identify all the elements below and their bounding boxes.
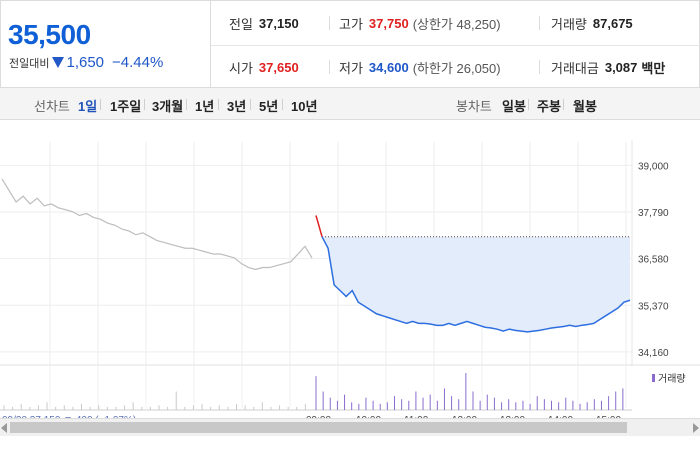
scroll-left-arrow-icon[interactable] — [1, 423, 7, 433]
open-value: 37,650 — [258, 59, 299, 75]
divider — [218, 99, 219, 110]
current-price-box: 35,500 전일대비 1,650 −4.44% — [1, 1, 211, 89]
candle-tab-monthly[interactable]: 월봉 — [573, 99, 597, 114]
period-tab-3y[interactable]: 3년 — [227, 99, 247, 114]
period-tab-10y[interactable]: 10년 — [291, 99, 318, 114]
candle-tab-weekly[interactable]: 주봉 — [537, 99, 561, 114]
chart-period-bar: 선차트 1일 1주일 3개월 1년 3년 5년 10년 봉차트 일봉 주봉 월봉 — [0, 88, 700, 120]
candle-chart-label: 봉차트 — [456, 99, 492, 114]
divider — [539, 60, 540, 74]
divider — [100, 99, 101, 110]
trade-amount-label: 거래대금 — [551, 60, 599, 76]
volume-value: 87,675 — [592, 15, 633, 31]
y-tick-label: 39,000 — [638, 161, 669, 172]
prev-close-value: 37,150 — [258, 15, 299, 31]
divider — [144, 99, 145, 110]
below-prev-close-fill — [322, 236, 630, 332]
open-cell: 시가 37,650 — [229, 45, 299, 89]
high-label: 고가 — [339, 16, 363, 32]
diff-label: 전일대비 — [9, 57, 50, 70]
trade-amount-unit: 백만 — [641, 60, 666, 76]
low-value: 34,600 — [368, 59, 409, 75]
y-tick-label: 35,370 — [638, 301, 669, 312]
scroll-right-arrow-icon[interactable] — [693, 423, 699, 433]
divider — [528, 99, 529, 110]
period-tab-1d[interactable]: 1일 — [78, 99, 98, 114]
lower-limit: (하한가 26,050) — [412, 60, 501, 76]
divider — [563, 99, 564, 110]
candle-tab-daily[interactable]: 일봉 — [502, 99, 526, 114]
open-label: 시가 — [229, 60, 253, 76]
volume-legend-swatch — [652, 374, 655, 382]
period-tab-1y[interactable]: 1년 — [195, 99, 215, 114]
today-price-line — [321, 236, 631, 333]
today-price-line-up-segment — [315, 215, 323, 237]
period-tab-3m[interactable]: 3개월 — [152, 99, 184, 114]
low-cell: 저가 34,600 (하한가 26,050) — [339, 45, 501, 89]
prev-close-cell: 전일 37,150 — [229, 1, 299, 45]
prev-close-label: 전일 — [229, 16, 253, 32]
period-tab-5y[interactable]: 5년 — [259, 99, 279, 114]
upper-limit: (상한가 48,250) — [412, 16, 501, 32]
divider — [329, 60, 330, 74]
volume-label: 거래량 — [551, 16, 587, 32]
current-price: 35,500 — [8, 19, 91, 50]
divider — [329, 16, 330, 30]
volume-cell: 거래량 87,675 — [551, 1, 633, 45]
diff-rate: −4.44% — [112, 54, 164, 71]
divider — [250, 99, 251, 110]
high-cell: 고가 37,750 (상한가 48,250) — [339, 1, 501, 45]
prev-day-price-line — [1, 178, 313, 271]
volume-legend-label: 거래량 — [658, 373, 686, 385]
low-label: 저가 — [339, 60, 363, 76]
period-tab-1w[interactable]: 1주일 — [110, 99, 142, 114]
high-value: 37,750 — [368, 15, 409, 31]
scroll-thumb[interactable] — [10, 422, 627, 433]
diff-value: 1,650 — [66, 54, 105, 71]
down-triangle-icon — [52, 57, 65, 68]
divider — [539, 16, 540, 30]
chart-scrollbar[interactable] — [0, 418, 700, 436]
divider — [282, 99, 283, 110]
y-tick-label: 36,580 — [638, 255, 669, 266]
summary-row-divider — [211, 45, 700, 46]
trade-amount-cell: 거래대금 3,087 백만 — [551, 45, 665, 89]
line-chart-label: 선차트 — [34, 99, 70, 114]
y-tick-label: 34,160 — [638, 348, 669, 359]
y-tick-label: 37,790 — [638, 208, 669, 219]
divider — [186, 99, 187, 110]
price-change-row: 전일대비 1,650 −4.44% — [9, 54, 163, 71]
trade-amount-value: 3,087 — [604, 59, 638, 75]
stock-summary-panel: 35,500 전일대비 1,650 −4.44% 전일 37,150 고가 37… — [0, 0, 700, 89]
